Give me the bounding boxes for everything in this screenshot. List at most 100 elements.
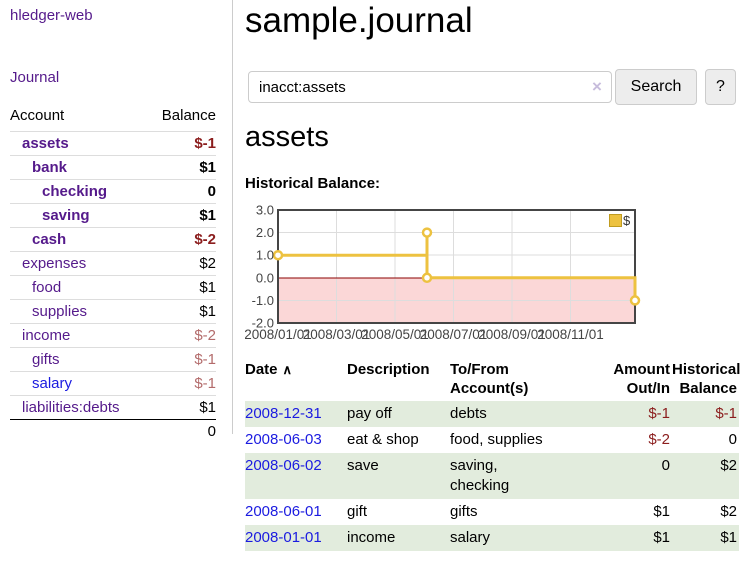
sidebar-item-journal[interactable]: Journal [10, 69, 60, 86]
accounts-table-header: Account Balance [10, 106, 216, 132]
x-axis-ticks: 2008/01/01 2008/03/01 2008/05/01 2008/07… [245, 327, 604, 342]
transaction-description: pay off [347, 405, 392, 422]
account-link-gifts[interactable]: gifts [32, 351, 60, 368]
sidebar-account-saving: saving $1 [10, 203, 216, 228]
historical-balance-chart: $ 3.0 2.0 1.0 0.0 -1.0 -2.0 2008/01/01 2… [245, 203, 641, 342]
table-row: 2008-01-01 income salary $1 $1 [245, 525, 739, 551]
account-link-bank[interactable]: bank [32, 159, 68, 176]
transaction-amount: 0 [661, 457, 670, 474]
table-row: 2008-06-01 gift gifts $1 $2 [245, 499, 739, 525]
account-balance: $-1 [194, 351, 216, 368]
y-tick: 2.0 [256, 225, 274, 240]
transaction-description: income [347, 529, 396, 546]
transaction-balance: $2 [720, 457, 737, 474]
transaction-amount: $1 [653, 529, 670, 546]
help-button[interactable]: ? [705, 69, 736, 105]
transaction-accounts: gifts [450, 503, 478, 520]
table-row: 2008-06-03 eat & shop food, supplies $-2… [245, 427, 739, 453]
search-input[interactable] [248, 71, 612, 103]
account-link-assets[interactable]: assets [22, 135, 69, 152]
x-tick: 2008/05/01 [361, 327, 429, 342]
accounts-header-account: Account [10, 107, 65, 124]
account-balance: $1 [199, 279, 216, 296]
sidebar-account-expenses: expenses $2 [10, 251, 216, 276]
x-tick: 2008/09/01 [478, 327, 546, 342]
column-header-accounts: To/From Account(s) [450, 361, 529, 397]
transaction-amount: $-1 [648, 405, 670, 422]
column-header-amount: Amount Out/In [613, 361, 670, 397]
account-link-cash[interactable]: cash [32, 231, 67, 248]
table-row: 2008-06-02 save saving, checking 0 $2 [245, 453, 739, 499]
transaction-date-link[interactable]: 2008-12-31 [245, 405, 322, 422]
y-tick: 3.0 [256, 203, 274, 218]
account-balance: $-1 [194, 135, 216, 152]
y-tick: -2.0 [252, 316, 274, 331]
sidebar-account-assets: assets $-1 [10, 131, 216, 156]
sidebar-account-gifts: gifts $-1 [10, 347, 216, 372]
transaction-date-link[interactable]: 2008-06-03 [245, 431, 322, 448]
search-button[interactable]: Search [615, 69, 697, 105]
account-balance: $1 [199, 303, 216, 320]
y-tick: 1.0 [256, 248, 274, 263]
table-row: 2008-12-31 pay off debts $-1 $-1 [245, 401, 739, 427]
accounts-table: Account Balance assets $-1 bank $1 check… [10, 106, 216, 443]
account-balance: $1 [199, 207, 216, 224]
sidebar-account-bank: bank $1 [10, 155, 216, 180]
x-tick: 2008/03/01 [303, 327, 371, 342]
balance-series-markers [272, 227, 641, 306]
column-header-description: Description [347, 361, 430, 378]
transaction-accounts: debts [450, 405, 487, 422]
chart-title: Historical Balance: [245, 175, 381, 192]
x-tick: 2008/07/01 [420, 327, 488, 342]
transaction-date-link[interactable]: 2008-01-01 [245, 529, 322, 546]
clear-search-icon[interactable]: × [592, 77, 602, 96]
chart-border [277, 209, 636, 324]
sidebar-account-food: food $1 [10, 275, 216, 300]
account-link-food[interactable]: food [32, 279, 62, 296]
account-link-saving[interactable]: saving [42, 207, 90, 224]
transaction-description: gift [347, 503, 368, 520]
sidebar-account-salary: salary $-1 [10, 371, 216, 396]
account-heading: assets [245, 121, 329, 153]
sidebar-account-checking: checking 0 [10, 179, 216, 204]
account-balance: 0 [207, 183, 216, 200]
transaction-amount: $1 [653, 503, 670, 520]
transaction-description: eat & shop [347, 431, 419, 448]
app-brand-link[interactable]: hledger-web [10, 7, 93, 24]
transaction-amount: $-2 [648, 431, 670, 448]
y-tick: -1.0 [252, 293, 274, 308]
transaction-date-link[interactable]: 2008-06-02 [245, 457, 322, 474]
x-tick: 2008/11/01 [537, 327, 604, 342]
account-link-checking[interactable]: checking [42, 183, 108, 200]
register-table: Date ∧ Description To/From Account(s) Amo… [245, 359, 741, 551]
sidebar-account-cash: cash $-2 [10, 227, 216, 252]
transaction-balance: $-1 [715, 405, 737, 422]
page-title: sample.journal [245, 1, 473, 40]
transaction-accounts: saving, checking [450, 457, 510, 494]
account-link-income[interactable]: income [22, 327, 71, 344]
legend-swatch [609, 214, 622, 227]
sidebar-account-liabilities-debts: liabilities:debts $1 [10, 395, 216, 420]
account-link-expenses[interactable]: expenses [22, 255, 87, 272]
sidebar-account-supplies: supplies $1 [10, 299, 216, 324]
account-link-salary[interactable]: salary [32, 375, 73, 392]
account-balance: $1 [199, 399, 216, 416]
date-header-label: Date [245, 361, 278, 378]
transaction-accounts: food, supplies [450, 431, 543, 448]
transaction-date-link[interactable]: 2008-06-01 [245, 503, 322, 520]
account-link-liabilities-debts[interactable]: liabilities:debts [22, 399, 120, 416]
y-tick: 0.0 [256, 270, 274, 285]
register-header-row: Date ∧ Description To/From Account(s) Amo… [245, 359, 741, 401]
account-balance: $1 [199, 159, 216, 176]
account-balance: $-1 [194, 375, 216, 392]
transaction-accounts: salary [450, 529, 491, 546]
transaction-description: save [347, 457, 379, 474]
account-link-supplies[interactable]: supplies [32, 303, 88, 320]
accounts-total-spacer [10, 420, 148, 444]
y-axis-ticks: 3.0 2.0 1.0 0.0 -1.0 -2.0 [252, 203, 274, 331]
x-tick: 2008/01/01 [245, 327, 312, 342]
transaction-balance: 0 [728, 431, 737, 448]
accounts-total-value: 0 [207, 423, 216, 440]
column-header-balance: Historical Balance [672, 361, 741, 397]
